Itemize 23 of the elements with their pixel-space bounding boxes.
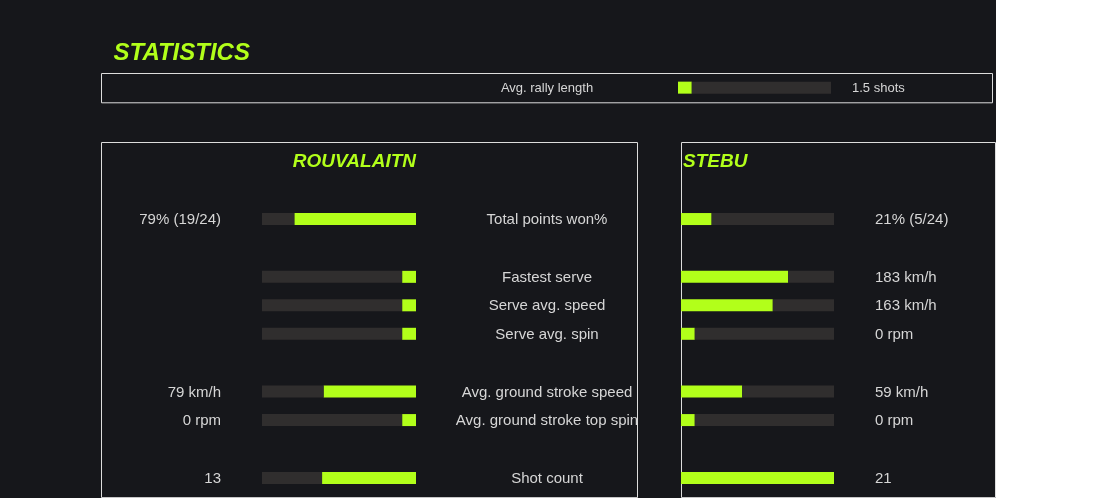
text: 79% (19/24) xyxy=(139,210,221,228)
chart-title: STATISTICS xyxy=(113,37,250,65)
y-tick-label: Shot count xyxy=(511,468,584,486)
text: 0 rpm xyxy=(875,324,914,342)
y-tick-label: Serve avg. speed xyxy=(488,296,606,314)
text: 13 xyxy=(204,468,221,486)
y-tick-label: Avg. ground stroke speed xyxy=(461,382,633,400)
text: 21% (5/24) xyxy=(875,210,949,228)
y-tick-label: Avg. rally length xyxy=(500,79,594,95)
text: 183 km/h xyxy=(875,267,937,285)
y-tick-label: Avg. ground stroke top spin xyxy=(455,411,639,429)
y-tick-label: Total points won% xyxy=(486,210,608,228)
text: 163 km/h xyxy=(875,296,937,314)
text: 59 km/h xyxy=(875,382,929,400)
y-tick-label: Fastest serve xyxy=(501,267,593,285)
text: 21 xyxy=(875,468,892,486)
text: 79 km/h xyxy=(167,382,221,400)
text: STEBU xyxy=(683,150,749,172)
text: 1.5 shots xyxy=(852,79,906,95)
y-tick-label: Serve avg. spin xyxy=(495,324,599,342)
text: 0 rpm xyxy=(875,411,914,429)
text: 0 rpm xyxy=(182,411,221,429)
text: ROUVALAITN xyxy=(292,150,418,172)
